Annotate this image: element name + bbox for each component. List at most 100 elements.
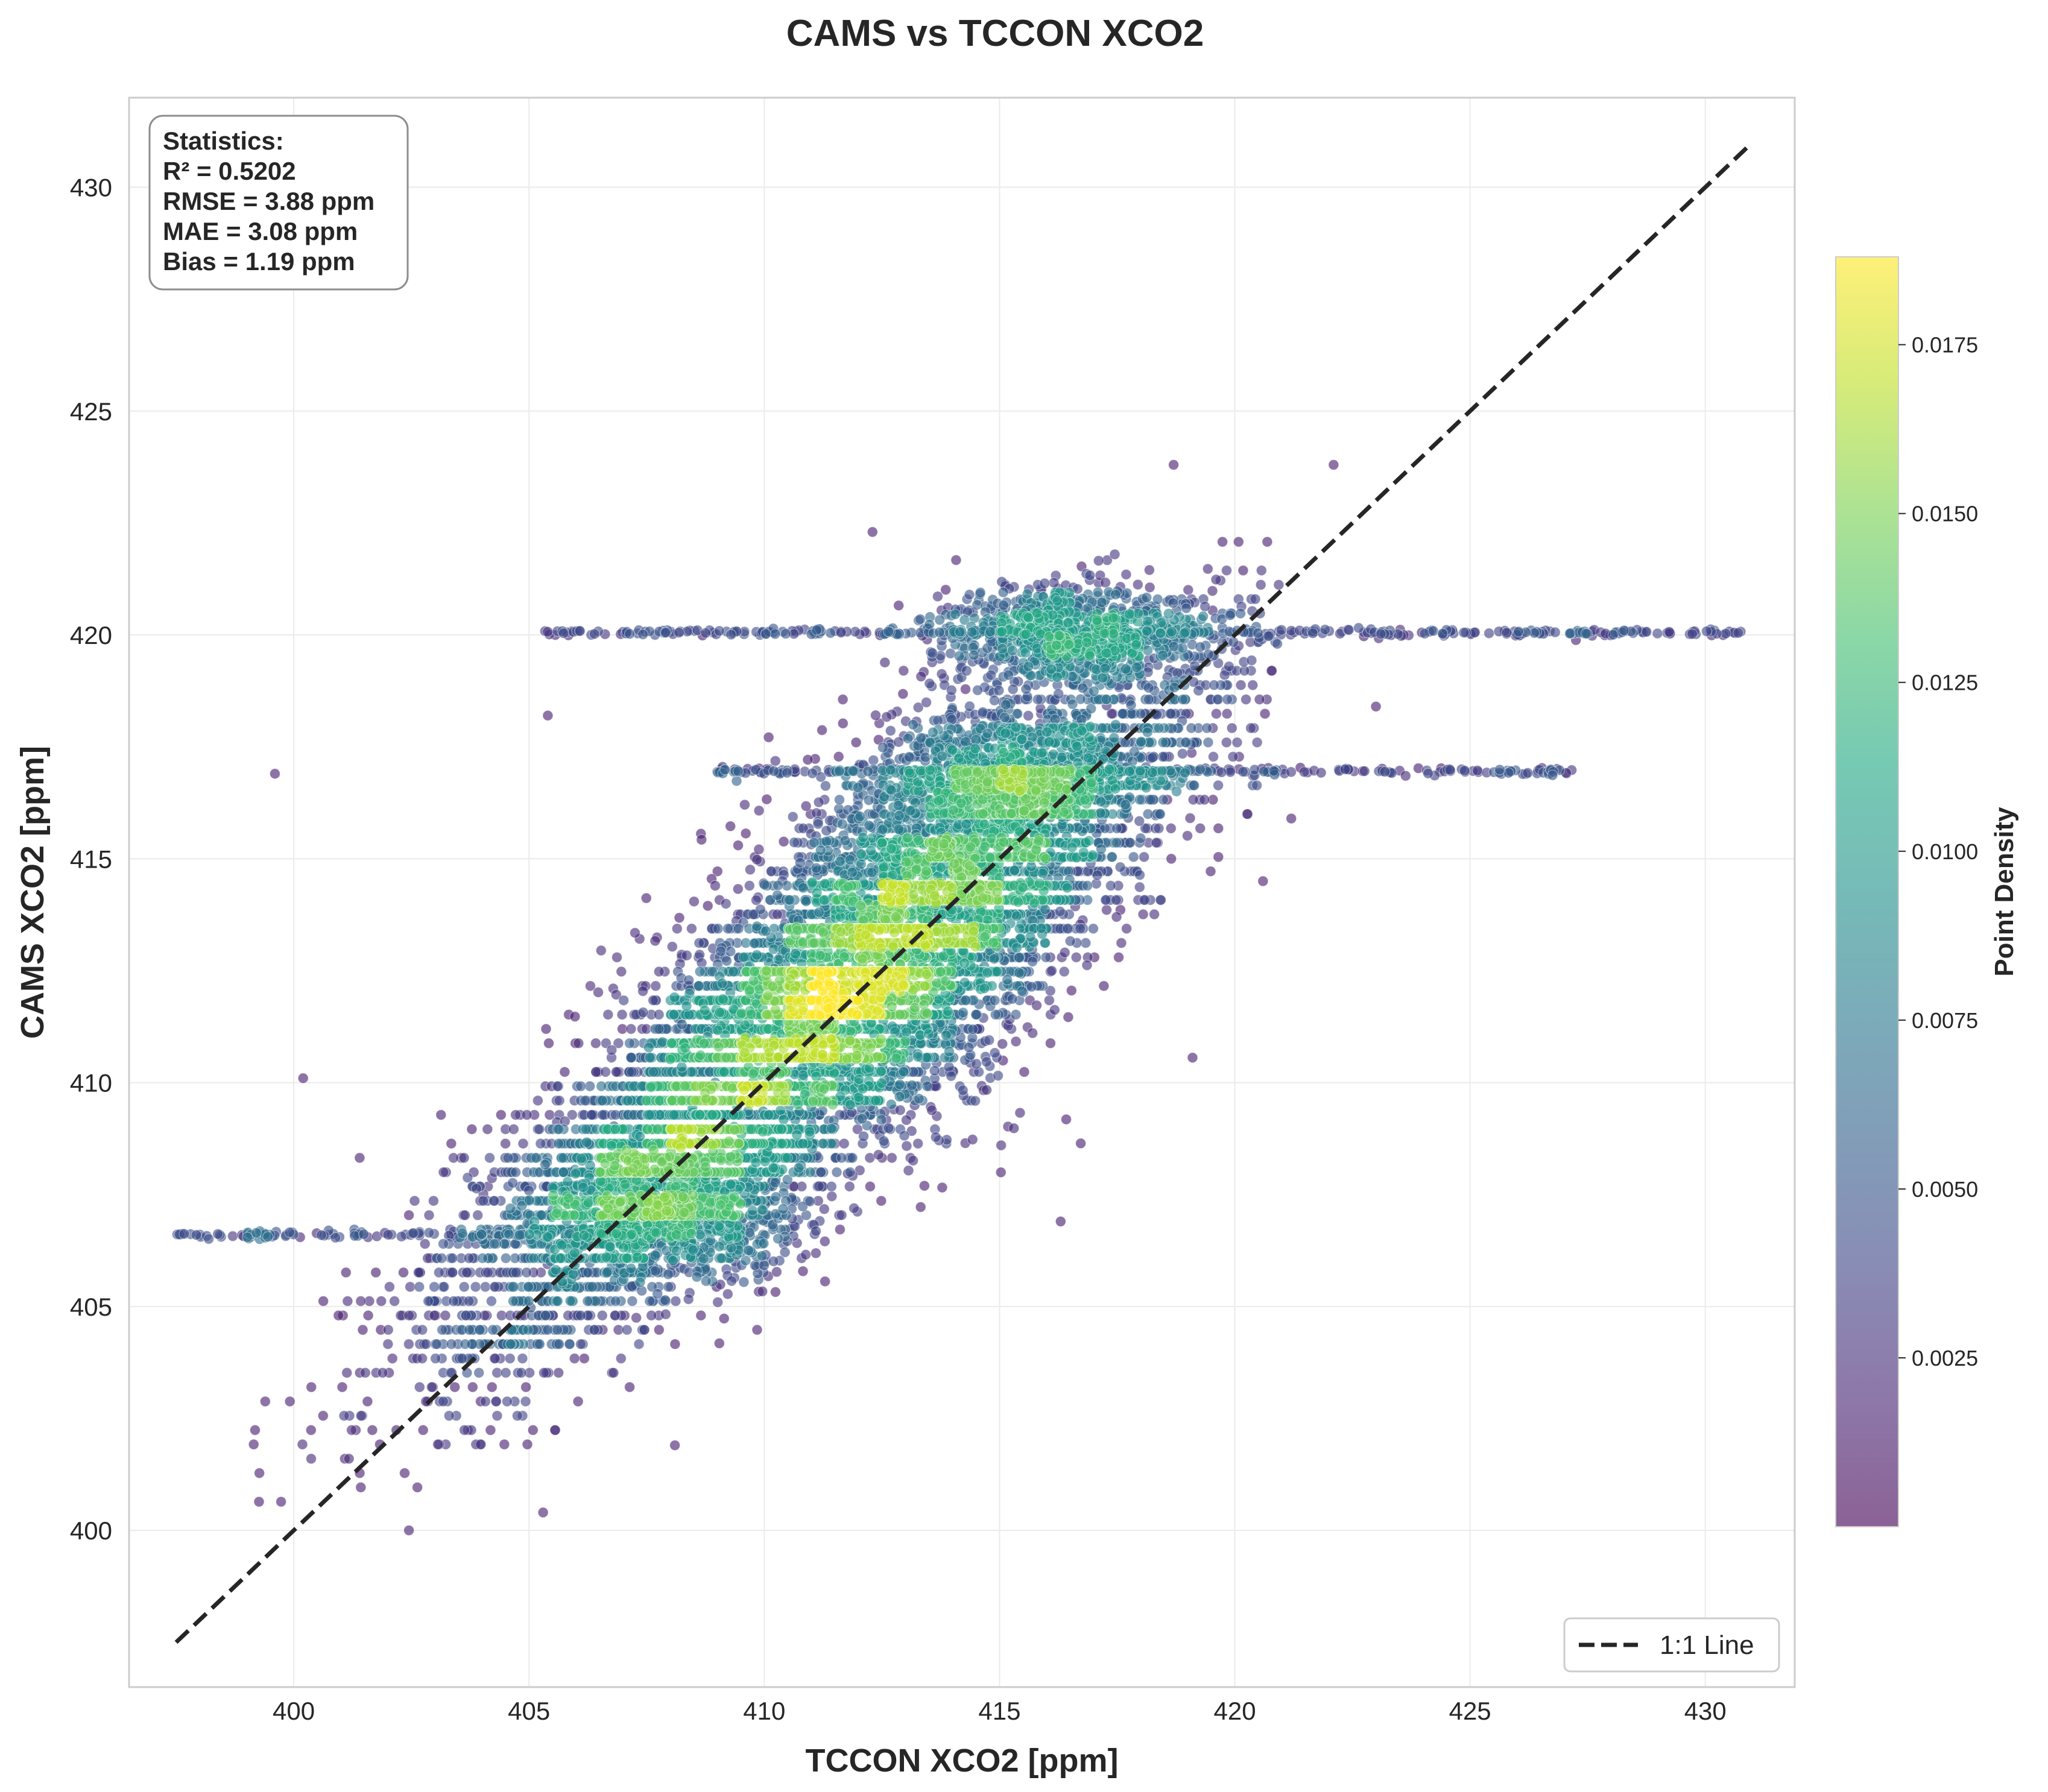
scatter-point — [1663, 626, 1675, 638]
scatter-point — [713, 625, 725, 637]
scatter-point — [751, 949, 763, 961]
scatter-point — [1201, 722, 1213, 734]
scatter-point — [804, 1196, 816, 1207]
scatter-point — [844, 1166, 856, 1178]
scatter-point — [1607, 629, 1619, 640]
scatter-point — [914, 613, 926, 625]
scatter-point — [508, 1123, 519, 1135]
scatter-point — [907, 1155, 919, 1166]
scatter-point — [1197, 611, 1209, 622]
scatter-point — [1110, 719, 1122, 731]
scatter-point — [633, 1339, 645, 1350]
scatter-point — [894, 1091, 905, 1102]
scatter-point — [1109, 549, 1120, 560]
scatter-point — [630, 1312, 642, 1323]
scatter-point — [409, 1195, 420, 1207]
scatter-point — [297, 1439, 308, 1450]
scatter-point — [1501, 627, 1512, 639]
scatter-point — [1186, 722, 1197, 734]
scatter-point — [1045, 1038, 1057, 1049]
scatter-point — [437, 1324, 448, 1336]
scatter-point — [669, 1439, 681, 1451]
scatter-point — [1242, 808, 1253, 820]
scatter-point — [596, 1081, 607, 1092]
scatter-point — [756, 1204, 768, 1216]
scatter-point — [778, 1114, 789, 1125]
scatter-point — [621, 1324, 633, 1336]
scatter-point — [1095, 796, 1107, 807]
scatter-point — [702, 900, 713, 912]
scatter-point — [1181, 830, 1193, 842]
scatter-point — [1037, 868, 1049, 879]
scatter-point — [826, 1181, 837, 1192]
scatter-point — [1117, 708, 1129, 719]
scatter-point — [191, 1229, 202, 1241]
scatter-point — [357, 1324, 368, 1336]
scatter-point — [1011, 910, 1022, 922]
scatter-point — [538, 1367, 550, 1378]
scatter-point — [248, 1439, 259, 1450]
scatter-point — [800, 800, 812, 812]
scatter-point — [423, 1210, 435, 1221]
scatter-point — [355, 1481, 367, 1493]
scatter-point — [731, 775, 742, 787]
scatter-point — [993, 684, 1005, 696]
scatter-point — [1143, 564, 1155, 576]
scatter-point — [1252, 627, 1264, 639]
scatter-point — [470, 1281, 481, 1293]
scatter-point — [683, 974, 695, 986]
scatter-point — [539, 1159, 551, 1170]
scatter-point — [1142, 645, 1154, 656]
scatter-point — [1060, 1114, 1072, 1125]
scatter-point — [1168, 597, 1179, 609]
scatter-point — [894, 1105, 906, 1116]
scatter-point — [1353, 622, 1364, 634]
scatter-point — [643, 1109, 655, 1121]
scatter-point — [399, 1468, 411, 1479]
scatter-point — [1007, 683, 1019, 695]
scatter-point — [553, 1138, 564, 1149]
scatter-point — [810, 1225, 822, 1237]
scatter-point — [1145, 794, 1157, 806]
scatter-point — [609, 1310, 621, 1321]
scatter-point — [382, 1229, 394, 1240]
scatter-point — [1315, 767, 1327, 778]
scatter-point — [1513, 626, 1525, 637]
scatter-point — [649, 1249, 661, 1261]
scatter-point — [1114, 861, 1126, 873]
scatter-point — [1184, 812, 1196, 824]
scatter-point — [1259, 708, 1271, 719]
scatter-point — [709, 880, 721, 892]
scatter-point — [885, 784, 897, 796]
scatter-point — [815, 844, 826, 856]
scatter-point — [780, 628, 792, 640]
scatter-point — [663, 1281, 674, 1293]
scatter-point — [1093, 555, 1104, 567]
scatter-point — [1097, 722, 1108, 734]
scatter-point — [905, 805, 916, 816]
scatter-point — [1134, 882, 1145, 893]
scatter-point — [653, 1324, 665, 1336]
scatter-point — [653, 1009, 665, 1020]
scatter-point — [562, 1176, 574, 1188]
scatter-point — [770, 1191, 782, 1203]
scatter-point — [408, 1227, 419, 1239]
scatter-point — [775, 1105, 786, 1116]
scatter-point — [341, 1367, 353, 1378]
scatter-point — [1207, 585, 1218, 597]
scatter-point — [552, 1295, 563, 1307]
scatter-point — [589, 1324, 600, 1336]
scatter-point — [640, 892, 652, 904]
scatter-point — [362, 1396, 373, 1407]
scatter-point — [1240, 693, 1252, 705]
scatter-point — [811, 862, 822, 874]
scatter-point — [624, 628, 636, 640]
scatter-point — [1152, 593, 1163, 605]
scatter-point — [570, 1168, 581, 1179]
scatter-point — [864, 1181, 876, 1192]
scatter-point — [433, 1267, 445, 1278]
scatter-point — [1165, 708, 1177, 719]
scatter-point — [420, 1339, 432, 1350]
scatter-point — [1180, 602, 1192, 614]
scatter-point — [437, 1396, 449, 1407]
